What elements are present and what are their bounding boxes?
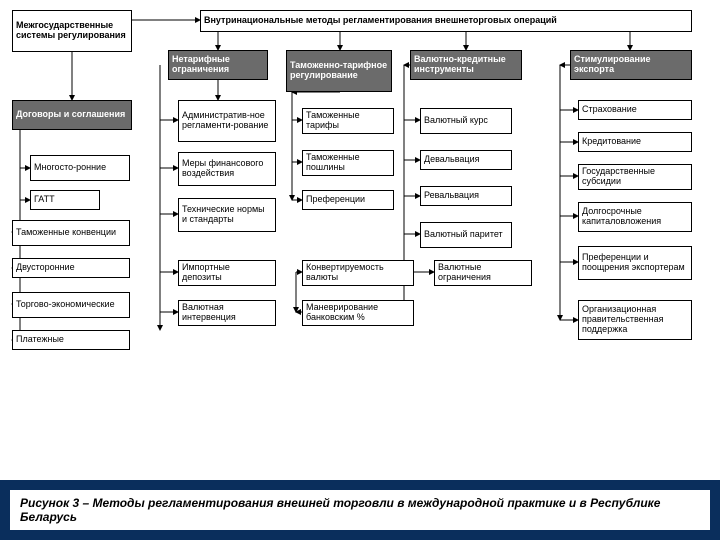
- node-n23: Валютный паритет: [420, 222, 512, 248]
- node-n12: Многосто-ронние: [30, 155, 130, 181]
- node-n8: Административ-ное регламенти-рование: [178, 100, 276, 142]
- node-n26: Импортные депозиты: [178, 260, 276, 286]
- node-n18: Технические нормы и стандарты: [178, 198, 276, 232]
- figure-caption: Рисунок 3 – Методы регламентирования вне…: [10, 490, 710, 530]
- node-n7: Договоры и соглашения: [12, 100, 132, 130]
- node-n30: Торгово-экономические: [12, 292, 130, 318]
- caption-bar: Рисунок 3 – Методы регламентирования вне…: [0, 480, 720, 540]
- node-n10: Валютный курс: [420, 108, 512, 134]
- node-n11: Страхование: [578, 100, 692, 120]
- node-n24: Долгосрочные капиталовложения: [578, 202, 692, 232]
- node-n22: Таможенные конвенции: [12, 220, 130, 246]
- node-n25: Двусторонние: [12, 258, 130, 278]
- node-n31: Валютная интервенция: [178, 300, 276, 326]
- node-n9: Таможенные тарифы: [302, 108, 394, 134]
- node-n6: Стимулирование экспорта: [570, 50, 692, 80]
- node-n20: Ревальвация: [420, 186, 512, 206]
- node-n4: Таможенно-тарифное регулирование: [286, 50, 392, 92]
- node-n13: Меры финансового воздействия: [178, 152, 276, 186]
- node-n32: Маневрирование банковским %: [302, 300, 414, 326]
- node-n19: Преференции: [302, 190, 394, 210]
- node-n16: Кредитование: [578, 132, 692, 152]
- node-n15: Девальвация: [420, 150, 512, 170]
- node-n1: Межгосударственные системы регулирования: [12, 10, 132, 52]
- node-n27: Конвертируемость валюты: [302, 260, 414, 286]
- flowchart-diagram: Межгосударственные системы регулирования…: [0, 0, 720, 480]
- node-n14: Таможенные пошлины: [302, 150, 394, 176]
- node-n28: Валютные ограничения: [434, 260, 532, 286]
- node-n3: Нетарифные ограничения: [168, 50, 268, 80]
- node-n34: Платежные: [12, 330, 130, 350]
- node-n33: Организационная правительственная поддер…: [578, 300, 692, 340]
- node-n5: Валютно-кредитные инструменты: [410, 50, 522, 80]
- node-n17: ГАТТ: [30, 190, 100, 210]
- node-n2: Внутринациональные методы регламентирова…: [200, 10, 692, 32]
- node-n21: Государственные субсидии: [578, 164, 692, 190]
- node-n29: Преференции и поощрения экспортерам: [578, 246, 692, 280]
